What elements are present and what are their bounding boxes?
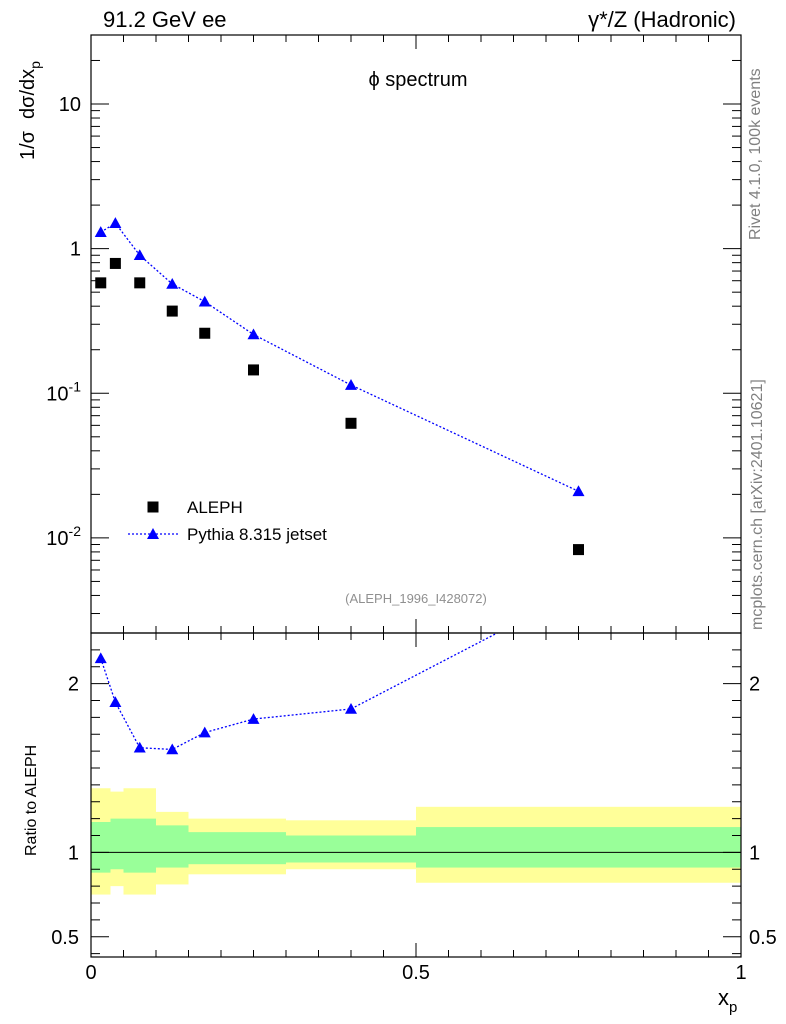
x-tick-label: 0: [85, 962, 96, 984]
ratio-point: [198, 726, 211, 738]
ratio-point: [573, 585, 585, 596]
pythia-point: [198, 295, 211, 307]
ratio-series-line: [100, 633, 499, 751]
ratio-plot-area: [91, 585, 741, 895]
pythia-point: [572, 485, 585, 497]
uncertainty-band-inner: [91, 822, 111, 873]
aleph-point: [134, 277, 146, 289]
mcplots-label: mcplots.cern.ch [arXiv:2401.10621]: [749, 379, 766, 630]
uncertainty-band-inner: [188, 832, 286, 865]
main-y-tick-label: 10-1: [46, 378, 81, 405]
pythia-point: [247, 328, 260, 340]
uncertainty-band-inner: [110, 818, 124, 870]
main-y-tick-label: 10: [59, 94, 81, 116]
ratio-point: [109, 696, 122, 707]
ratio-point: [345, 702, 357, 714]
header-process-label: γ*/Z (Hadronic): [588, 7, 736, 32]
ratio-y-tick-label-right: 2: [749, 674, 760, 696]
legend-aleph-label: ALEPH: [187, 498, 243, 517]
ratio-point: [94, 652, 107, 664]
ratio-y-axis-label: Ratio to ALEPH: [23, 745, 40, 856]
main-y-axis-label: 1/σdσ/dxp: [17, 61, 43, 160]
uncertainty-band-inner: [286, 835, 416, 863]
ratio-plot-frame: [90, 632, 742, 958]
x-tick-label: 0.5: [402, 962, 430, 984]
ratio-y-tick-label: 0.5: [51, 927, 79, 949]
ratio-point: [166, 743, 179, 755]
rivet-version-label: Rivet 4.1.0, 100k events: [747, 68, 764, 240]
aleph-point: [345, 417, 357, 429]
legend-aleph-marker: [147, 501, 159, 513]
pythia-point: [94, 226, 107, 237]
aleph-point: [573, 544, 584, 556]
ratio-y-tick-label-right: 0.5: [749, 927, 777, 949]
uncertainty-band-inner: [416, 827, 741, 868]
ratio-y-tick-label-right: 1: [749, 842, 760, 864]
header-energy-label: 91.2 GeV ee: [103, 7, 227, 32]
pythia-point: [133, 249, 146, 261]
ratio-point: [133, 741, 146, 753]
x-tick-label: 1: [735, 962, 746, 984]
ratio-plot-panel: 0 0.5 10.5 0.51 12 2: [51, 585, 777, 984]
aleph-point: [95, 277, 107, 289]
uncertainty-band-inner: [156, 825, 189, 868]
aleph-point: [199, 327, 211, 339]
legend-pythia-label: Pythia 8.315 jetset: [187, 525, 327, 544]
main-y-tick-label: 1: [70, 239, 81, 261]
uncertainty-band-inner: [123, 818, 156, 873]
main-y-tick-label: 10-2: [46, 523, 81, 550]
ratio-point: [247, 713, 260, 724]
main-plot-panel: 10 1 10-1 10-2 ALEPH Pythia 8.315 jetset: [46, 34, 742, 634]
pythia-point: [345, 379, 357, 390]
pythia-point: [109, 217, 122, 228]
plot-title: ϕ spectrum: [368, 69, 467, 91]
ratio-y-tick-label: 2: [68, 674, 79, 696]
analysis-label: (ALEPH_1996_I428072): [345, 591, 487, 606]
x-axis-label: xp: [718, 985, 737, 1016]
ratio-y-tick-label: 1: [68, 842, 79, 864]
aleph-point: [248, 364, 259, 376]
pythia-series-line: [100, 222, 579, 492]
pythia-point: [166, 277, 179, 289]
legend-pythia-marker: [147, 528, 159, 539]
aleph-point: [166, 305, 178, 317]
aleph-point: [109, 257, 121, 269]
